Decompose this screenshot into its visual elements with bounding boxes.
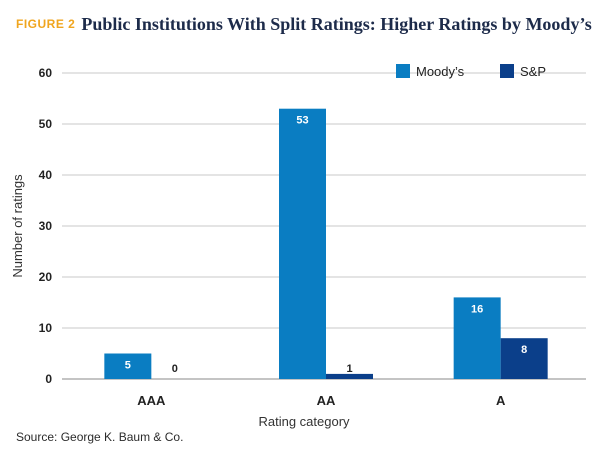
data-label: 5: [125, 360, 131, 372]
x-tick-label: A: [496, 393, 506, 408]
y-tick-label: 60: [39, 66, 53, 80]
y-tick-label: 40: [39, 168, 53, 182]
data-label: 16: [471, 303, 483, 315]
x-tick-label: AAA: [137, 393, 166, 408]
legend-label: Moody’s: [416, 64, 465, 79]
y-tick-label: 50: [39, 117, 53, 131]
data-label: 8: [521, 344, 527, 356]
x-axis-categories: AAA AA A: [137, 393, 506, 408]
chart-title: Public Institutions With Split Ratings: …: [81, 14, 592, 34]
legend-swatch: [396, 64, 410, 78]
figure-header: FIGURE 2 Public Institutions With Split R…: [16, 14, 592, 35]
bar: [500, 338, 548, 379]
bar: [326, 373, 373, 379]
y-axis-ticks: 0 10 20 30 40 50 60: [39, 66, 53, 386]
legend-swatch: [500, 64, 514, 78]
y-tick-label: 30: [39, 219, 53, 233]
bar: [104, 353, 152, 379]
y-axis-label: Number of ratings: [10, 174, 25, 278]
bars: [104, 108, 548, 379]
y-tick-label: 0: [45, 372, 52, 386]
x-tick-label: AA: [317, 393, 336, 408]
y-tick-label: 10: [39, 321, 53, 335]
legend-label: S&P: [520, 64, 546, 79]
bar: [279, 108, 326, 379]
data-label: 0: [172, 363, 178, 375]
y-tick-label: 20: [39, 270, 53, 284]
legend: Moody’s S&P: [396, 64, 546, 79]
data-label: 1: [346, 363, 352, 375]
data-labels: 5 0 53 1 16 8: [125, 115, 527, 375]
figure-label: FIGURE 2: [16, 17, 76, 31]
bar: [453, 297, 501, 379]
x-axis-label: Rating category: [258, 414, 350, 429]
data-label: 53: [296, 115, 308, 127]
source-note: Source: George K. Baum & Co.: [16, 430, 184, 444]
